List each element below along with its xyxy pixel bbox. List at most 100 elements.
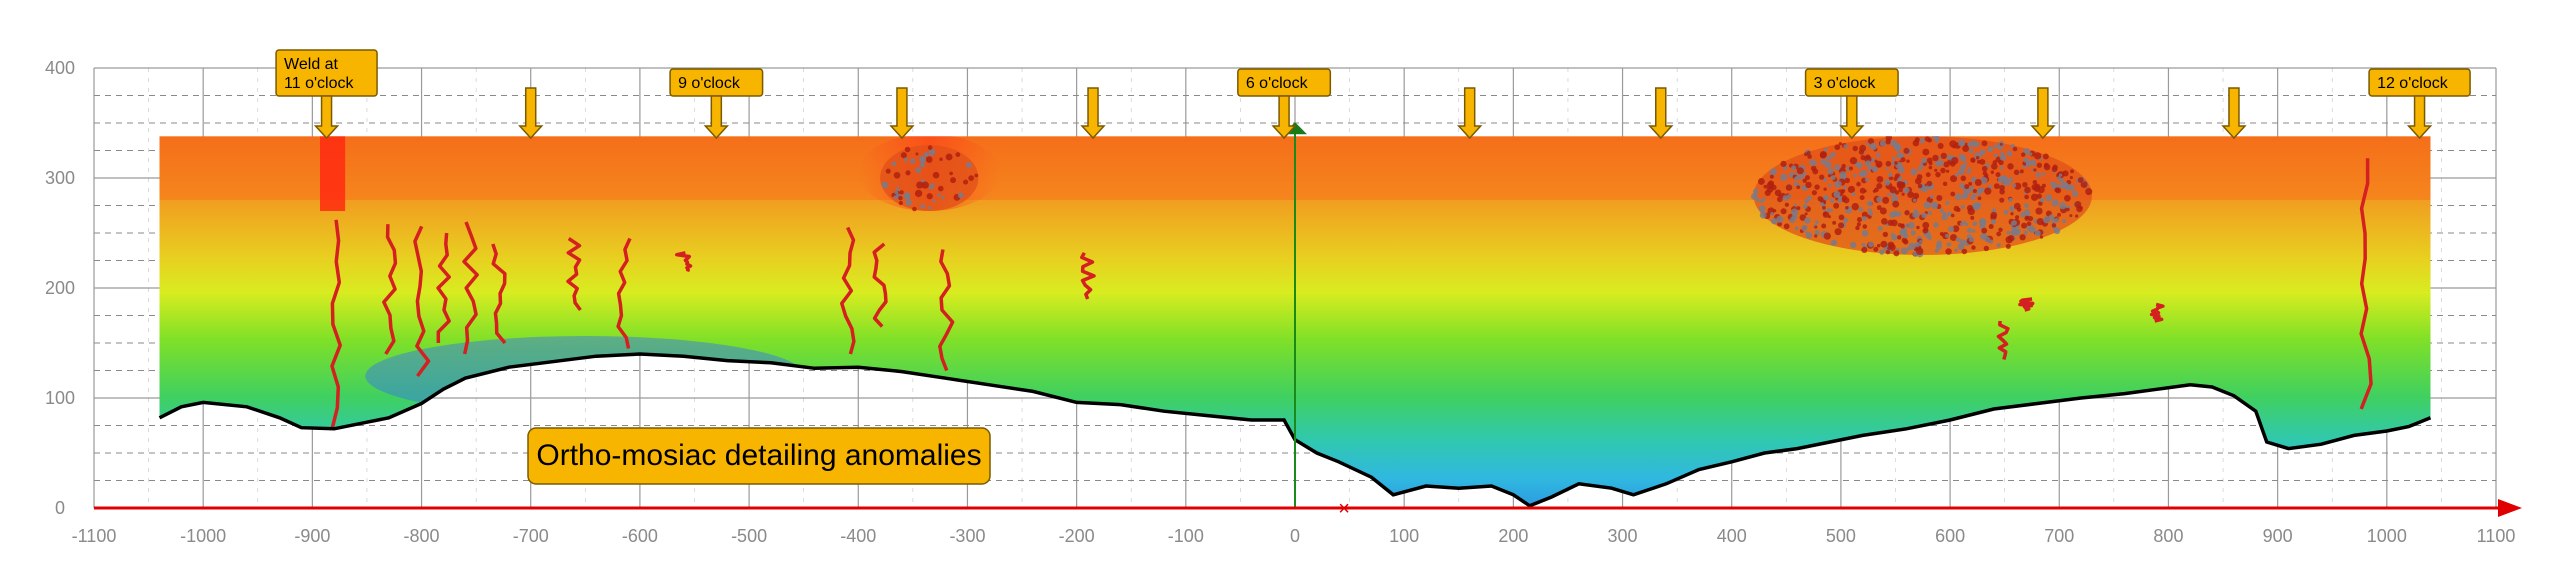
anomaly-speck (1899, 229, 1907, 237)
anomaly-speck (1882, 231, 1889, 238)
anomaly-speck (2058, 173, 2063, 177)
crack-line (616, 237, 632, 349)
callout-arrow (703, 95, 730, 140)
anomaly-speck (1975, 156, 1980, 160)
anomaly-speck (1966, 227, 1972, 233)
anomaly-speck (2023, 230, 2028, 235)
clock-marker-arrow (889, 87, 915, 140)
anomaly-speck (2024, 203, 2029, 208)
down-arrow-icon (1648, 87, 1674, 140)
anomaly-speck (2057, 212, 2061, 217)
anomaly-speck (1932, 154, 1939, 162)
anomaly-speck (2051, 185, 2056, 190)
anomaly-speck (1958, 139, 1966, 147)
anomaly-speck (1841, 163, 1846, 169)
anomaly-speck (2035, 207, 2043, 215)
down-arrow-icon (2406, 95, 2433, 140)
anomaly-speck (1823, 194, 1829, 201)
anomaly-speck (1885, 167, 1889, 171)
anomaly-speck (1912, 210, 1920, 219)
callout-label: 9 o'clock (678, 75, 741, 92)
anomaly-speck (1838, 142, 1843, 146)
anomaly-speck (1827, 174, 1831, 178)
anomaly-speck (1924, 136, 1931, 142)
anomaly-speck (1921, 157, 1927, 164)
anomaly-speck (1926, 157, 1933, 164)
anomaly-speck (1894, 161, 1898, 165)
anomaly-speck (1759, 211, 1767, 219)
anomaly-speck (930, 183, 935, 188)
anomaly-speck (1879, 140, 1887, 147)
anomaly-speck (1999, 142, 2003, 146)
anomaly-speck (2052, 164, 2058, 170)
anomaly-speck (1823, 232, 1831, 240)
down-arrow-icon (2030, 87, 2056, 140)
anomaly-speck (2054, 187, 2060, 193)
anomaly-speck (2009, 205, 2015, 212)
anomaly-speck (1885, 160, 1892, 167)
x-tick-label: -100 (1168, 526, 1204, 546)
anomaly-speck (2085, 188, 2093, 196)
x-tick-label: 500 (1826, 526, 1856, 546)
anomaly-speck (1888, 172, 1893, 178)
anomaly-speck (1950, 191, 1956, 197)
anomaly-speck (2026, 221, 2032, 227)
anomaly-speck (1950, 213, 1955, 218)
anomaly-speck (2008, 197, 2013, 202)
anomaly-speck (1855, 225, 1860, 231)
x-tick-label: -200 (1059, 526, 1095, 546)
anomaly-speck (1780, 173, 1788, 181)
anomaly-speck (1829, 208, 1833, 212)
anomaly-speck (2023, 147, 2030, 155)
anomaly-speck (1898, 176, 1903, 180)
down-arrow-icon (518, 87, 544, 140)
anomaly-speck (941, 196, 945, 200)
anomaly-speck (1912, 198, 1917, 203)
y-tick-label: 0 (55, 498, 65, 518)
anomaly-speck (2019, 234, 2026, 241)
anomaly-speck (1966, 170, 1971, 175)
y-tick-label: 400 (45, 58, 75, 78)
anomaly-speck (1961, 192, 1968, 199)
crack-line (462, 221, 479, 355)
anomaly-speck (1993, 183, 2000, 190)
anomaly-speck (1866, 200, 1873, 207)
anomaly-speck (893, 195, 897, 199)
anomaly-speck (2012, 183, 2017, 188)
anomaly-speck (1964, 222, 1969, 227)
anomaly-speck (1814, 225, 1818, 229)
anomaly-speck (1919, 239, 1923, 244)
anomaly-speck (1773, 168, 1777, 172)
clock-marker-arrow (1648, 87, 1674, 140)
anomaly-speck (1796, 185, 1801, 190)
anomaly-speck (1885, 249, 1891, 255)
anomaly-speck (1814, 220, 1819, 224)
anomaly-speck (2007, 163, 2014, 170)
anomaly-speck (2034, 152, 2042, 160)
anomaly-speck (2010, 212, 2014, 216)
anomaly-speck (1904, 223, 1909, 228)
x-tick-label: -1000 (180, 526, 226, 546)
x-tick-label: 900 (2263, 526, 2293, 546)
anomaly-speck (2011, 220, 2017, 226)
anomaly-speck (2006, 230, 2011, 235)
anomaly-speck (2014, 182, 2022, 190)
anomaly-speck (1843, 185, 1847, 190)
anomaly-speck (1972, 189, 1977, 194)
anomaly-speck (1935, 243, 1942, 250)
anomaly-speck (1819, 174, 1825, 180)
anomaly-speck (2026, 224, 2034, 232)
anomaly-speck (1770, 217, 1778, 225)
anomaly-speck (1885, 139, 1891, 145)
callout-arrow (1839, 95, 1865, 140)
x-tick-label: 400 (1717, 526, 1747, 546)
chart-title-box: Ortho-mosiac detailing anomalies (527, 427, 991, 485)
x-tick-label: 700 (2044, 526, 2074, 546)
anomaly-speck (2036, 162, 2043, 168)
x-tick-label: 200 (1498, 526, 1528, 546)
anomaly-speck (1938, 160, 1945, 166)
crack-line (1996, 320, 2010, 360)
anomaly-speck (915, 166, 922, 174)
crack-line (330, 219, 342, 430)
anomaly-speck (1960, 175, 1967, 182)
